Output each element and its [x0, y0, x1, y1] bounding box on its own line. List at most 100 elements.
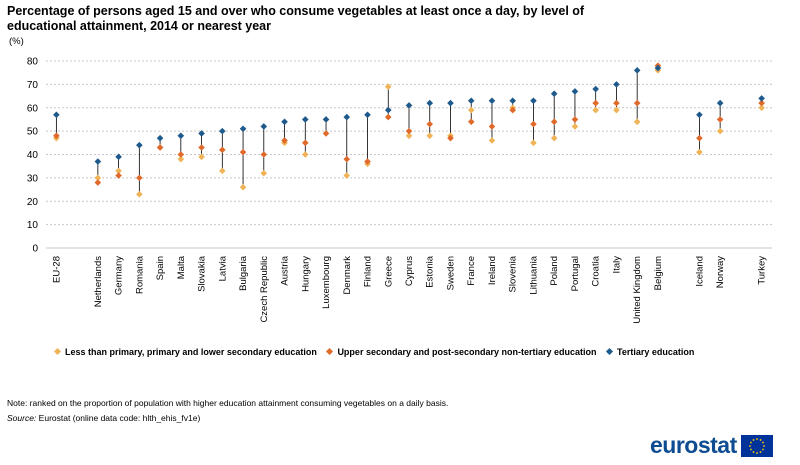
x-tick-label: France	[466, 256, 477, 286]
data-point-low	[592, 106, 599, 114]
x-tick-label: Sweden	[445, 256, 456, 290]
data-point-mid	[343, 155, 351, 163]
flag-star	[755, 451, 758, 454]
x-tick-label: Slovenia	[508, 255, 519, 292]
data-point-mid	[405, 127, 413, 135]
data-point-low	[384, 83, 392, 91]
data-point-mid	[613, 99, 620, 107]
y-tick-label: 10	[27, 220, 39, 231]
data-point-low	[716, 127, 724, 135]
flag-star	[761, 441, 764, 443]
data-point-high	[592, 85, 599, 93]
data-point-mid	[364, 158, 371, 165]
flag-star	[748, 444, 751, 447]
data-point-mid	[384, 113, 392, 121]
x-tick-label: Slovakia	[197, 255, 208, 292]
chart: 0 10 20 30 40 50 60 70 80 EU-28 Netherlands Germany…	[27, 57, 772, 324]
data-point-high	[613, 81, 620, 88]
data-point-high	[758, 95, 765, 102]
x-tick-label: Finland	[363, 256, 374, 287]
x-tick-label: Germany	[114, 256, 125, 295]
data-point-mid	[198, 144, 205, 151]
data-point-low	[343, 172, 351, 179]
x-tick-label: Netherlands	[93, 256, 104, 307]
data-point-high	[571, 88, 579, 95]
legend-label-mid: Upper secondary and post-secondary non-t…	[337, 347, 597, 357]
y-unit-label: (%)	[9, 36, 24, 47]
x-tick-label: Luxembourg	[321, 256, 332, 309]
y-tick-label: 70	[27, 80, 39, 91]
data-point-mid	[281, 137, 288, 144]
data-point-high	[364, 111, 371, 119]
eu-flag-icon	[740, 434, 773, 457]
flag-star	[761, 448, 764, 450]
data-point-low	[239, 183, 247, 191]
data-point-mid	[53, 132, 60, 140]
flag-star	[749, 448, 752, 450]
data-point-mid	[550, 118, 558, 126]
legend-marker-mid	[326, 348, 334, 356]
data-point-low	[613, 106, 620, 114]
data-point-high	[530, 97, 537, 105]
data-point-low	[260, 169, 268, 177]
flag-star	[759, 450, 762, 453]
flag-star	[752, 438, 755, 441]
data-point-high	[198, 130, 205, 137]
x-tick-label: Denmark	[342, 256, 353, 295]
x-tick-label: Poland	[549, 256, 560, 286]
data-point-mid	[592, 99, 599, 107]
x-tick-label: Hungary	[300, 256, 311, 292]
data-point-mid	[94, 179, 102, 186]
legend-item-high: Tertiary education	[605, 347, 695, 357]
x-tick-label: Ireland	[487, 256, 498, 285]
x-tick-label: Italy	[611, 256, 622, 274]
data-point-low	[696, 148, 703, 156]
data-point-high	[281, 118, 288, 126]
legend-label-high: Tertiary education	[617, 347, 695, 357]
legend-label-low: Less than primary, primary and lower sec…	[65, 347, 317, 357]
data-point-high	[156, 134, 164, 142]
x-tick-label: Spain	[155, 256, 166, 280]
data-point-mid	[530, 120, 537, 128]
data-point-low	[467, 106, 475, 114]
data-point-mid	[219, 146, 226, 154]
data-point-mid	[260, 151, 268, 158]
data-point-high	[239, 125, 247, 133]
data-point-mid	[716, 116, 724, 123]
data-point-high	[716, 99, 724, 107]
source-text: Eurostat (online data code: hlth_ehis_fv…	[38, 413, 201, 423]
data-point-mid	[633, 99, 641, 107]
x-tick-label: Bulgaria	[238, 255, 249, 291]
data-point-low	[571, 123, 579, 130]
eurostat-logo-text: eurostat	[650, 432, 737, 458]
y-tick-label: 20	[27, 197, 39, 208]
x-tick-label: Austria	[280, 255, 291, 285]
data-point-high	[115, 153, 122, 161]
data-point-high	[633, 67, 641, 74]
flag-background	[740, 434, 773, 457]
data-point-low	[136, 190, 143, 198]
x-tick-label: United Kingdom	[632, 256, 643, 324]
data-point-mid	[177, 151, 185, 158]
data-point-high	[550, 90, 558, 98]
x-tick-label: Portugal	[570, 256, 581, 291]
data-point-high	[219, 127, 226, 135]
y-tick-label: 40	[27, 150, 39, 161]
data-point-mid	[426, 120, 434, 128]
data-point-low	[633, 118, 641, 126]
data-point-low	[405, 132, 413, 140]
data-point-low	[758, 104, 765, 112]
x-tick-label: Lithuania	[528, 255, 539, 294]
data-point-mid	[322, 130, 330, 137]
x-tick-label: Croatia	[591, 255, 602, 286]
x-tick-label: Cyprus	[404, 256, 415, 286]
x-tick-label: Iceland	[694, 256, 705, 287]
data-point-mid	[758, 99, 765, 107]
data-point-mid	[467, 118, 475, 126]
data-point-low	[198, 153, 205, 161]
data-point-mid	[136, 174, 143, 182]
data-point-low	[94, 174, 102, 182]
data-point-high	[136, 141, 143, 149]
data-point-low	[550, 134, 558, 142]
data-point-low	[115, 167, 122, 175]
